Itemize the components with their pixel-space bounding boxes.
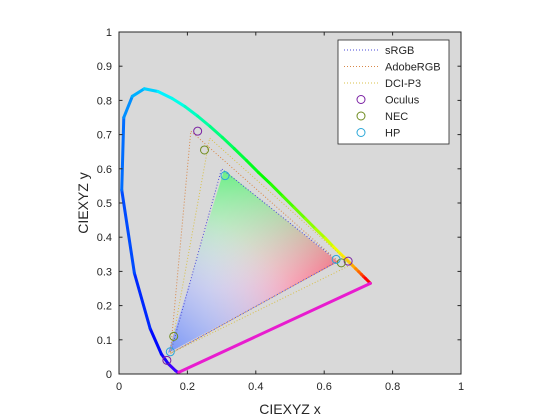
y-tick-label: 0.2 bbox=[97, 301, 112, 313]
spectral-locus bbox=[120, 87, 372, 374]
locus-segment bbox=[331, 245, 343, 256]
y-tick-label: 0.1 bbox=[97, 335, 112, 347]
locus-segment bbox=[232, 147, 249, 163]
locus-segment bbox=[120, 116, 126, 192]
locus-segment bbox=[269, 182, 285, 198]
marker-nec bbox=[200, 145, 209, 155]
locus-segment bbox=[314, 227, 327, 240]
locus-segment bbox=[156, 90, 174, 100]
gamut-triangle-dci-p3 bbox=[169, 137, 353, 355]
x-tick-label: 0 bbox=[116, 381, 122, 393]
y-tick-label: 0.7 bbox=[97, 130, 112, 142]
locus-segment bbox=[208, 124, 224, 139]
legend-label-hp: HP bbox=[385, 128, 400, 140]
locus-segment bbox=[122, 94, 134, 119]
x-tick-label: 0.2 bbox=[180, 381, 195, 393]
y-tick-label: 1 bbox=[106, 27, 112, 39]
locus-segment bbox=[132, 271, 152, 331]
locus-segment bbox=[166, 362, 178, 373]
x-tick-label: 1 bbox=[458, 381, 464, 393]
y-tick-label: 0.8 bbox=[97, 95, 112, 107]
gamut-triangle-srgb bbox=[169, 167, 339, 355]
legend-label-srgb: sRGB bbox=[385, 45, 414, 57]
locus-segment bbox=[281, 194, 296, 209]
locus-segment bbox=[323, 236, 335, 249]
marker-oculus bbox=[162, 355, 172, 365]
legend-swatch-oculus bbox=[356, 95, 366, 104]
legend-swatch-nec bbox=[356, 111, 366, 121]
x-axis-label: CIEXYZ x bbox=[259, 401, 320, 417]
x-tick-label: 0.6 bbox=[317, 381, 332, 393]
y-tick-label: 0.6 bbox=[97, 164, 112, 176]
locus-segment bbox=[196, 114, 212, 128]
legend: sRGB AdobeRGB DCI-P3 Oculus NEC HP bbox=[337, 39, 450, 145]
purple-line bbox=[177, 281, 372, 374]
marker-oculus bbox=[343, 256, 353, 266]
y-tick-label: 0.5 bbox=[97, 198, 112, 210]
locus-segment bbox=[148, 327, 163, 356]
y-tick-label: 0.3 bbox=[97, 266, 112, 278]
y-tick-label: 0 bbox=[106, 369, 112, 381]
marker-hp bbox=[220, 171, 230, 181]
locus-segment bbox=[220, 135, 236, 151]
locus-segment bbox=[170, 96, 187, 109]
locus-segment bbox=[159, 352, 170, 366]
marker-oculus bbox=[193, 126, 203, 136]
y-tick-label: 0.9 bbox=[97, 61, 112, 73]
x-axis: 0 0.2 0.4 0.6 0.8 1 bbox=[116, 32, 464, 393]
x-tick-label: 0.8 bbox=[385, 381, 400, 393]
gamut-fill-blue bbox=[168, 170, 338, 353]
marker-nec bbox=[169, 331, 179, 341]
legend-label-adobergb: AdobeRGB bbox=[385, 62, 441, 74]
locus-segment bbox=[257, 171, 273, 186]
locus-segment bbox=[292, 205, 307, 221]
locus-segment bbox=[142, 87, 160, 94]
legend-swatch-hp bbox=[356, 128, 366, 137]
locus-segment bbox=[130, 87, 146, 98]
legend-box bbox=[337, 39, 450, 145]
y-axis-label: CIEXYZ y bbox=[75, 172, 91, 233]
marker-hp bbox=[165, 347, 175, 357]
legend-label-nec: NEC bbox=[385, 111, 408, 123]
marker-hp bbox=[331, 254, 341, 264]
locus-segment bbox=[183, 105, 200, 118]
x-tick-label: 0.4 bbox=[248, 381, 263, 393]
legend-label-oculus: Oculus bbox=[385, 95, 420, 107]
locus-segment bbox=[245, 159, 261, 175]
series-layer bbox=[162, 126, 353, 365]
locus-segment bbox=[120, 188, 136, 275]
y-tick-label: 0.4 bbox=[97, 232, 112, 244]
y-axis: 0 0.1 0.2 0.3 0.4 0.5 0.6 0.7 0.8 0.9 1 bbox=[97, 27, 461, 381]
locus-segment bbox=[303, 217, 318, 231]
legend-label-dci-p3: DCI-P3 bbox=[385, 78, 421, 90]
